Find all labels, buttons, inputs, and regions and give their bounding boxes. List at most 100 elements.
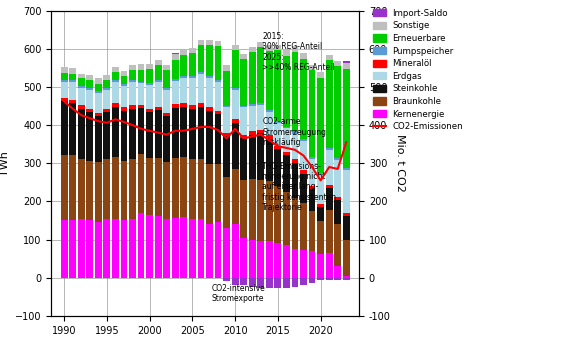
Bar <box>112 219 119 278</box>
Bar <box>283 278 290 288</box>
Bar <box>172 79 178 81</box>
Bar <box>121 160 127 220</box>
Bar <box>292 163 298 198</box>
Bar <box>326 253 333 278</box>
Bar <box>232 278 239 285</box>
Bar <box>70 155 76 220</box>
Bar <box>309 278 316 283</box>
Bar <box>214 164 221 223</box>
Text: THG-Emissions-
minderung nicht
auf einer lang-
fristig konsistenten
Trajektorie: THG-Emissions- minderung nicht auf einer… <box>262 162 336 212</box>
Bar <box>104 112 111 159</box>
Bar <box>78 159 84 219</box>
Bar <box>257 130 264 133</box>
Bar <box>343 278 349 280</box>
Bar <box>266 139 272 181</box>
Bar <box>326 60 333 148</box>
Bar <box>104 109 111 112</box>
Bar <box>249 52 255 104</box>
Bar <box>241 138 247 180</box>
Bar <box>180 50 187 55</box>
Bar <box>137 154 144 213</box>
Bar <box>335 265 341 278</box>
Bar <box>232 90 239 119</box>
Bar <box>189 53 196 76</box>
Bar <box>223 71 230 106</box>
Bar <box>146 112 153 158</box>
Bar <box>326 278 333 280</box>
Bar <box>189 108 196 159</box>
Bar <box>137 81 144 84</box>
Bar <box>70 82 76 100</box>
Bar <box>146 215 153 278</box>
Bar <box>61 82 68 98</box>
Bar <box>317 72 324 78</box>
Bar <box>266 112 272 135</box>
Text: 2015:
30% REG-Anteil
2025:
>>40% REG-Anteil: 2015: 30% REG-Anteil 2025: >>40% REG-Ant… <box>262 32 335 72</box>
Y-axis label: Mio. t CO2: Mio. t CO2 <box>394 134 405 192</box>
Bar <box>266 51 272 110</box>
Legend: Import-Saldo, Sonstige, Erneuerbare, Pumpspeicher, Mineralöl, Erdgas, Steinkohle: Import-Saldo, Sonstige, Erneuerbare, Pum… <box>372 8 464 132</box>
Bar <box>326 188 333 210</box>
Bar <box>146 85 153 108</box>
Bar <box>86 160 93 220</box>
Bar <box>112 103 119 107</box>
Bar <box>214 114 221 164</box>
Bar <box>214 41 221 46</box>
Bar <box>86 109 93 112</box>
Bar <box>275 186 282 243</box>
Bar <box>95 113 101 116</box>
Bar <box>292 52 298 132</box>
Bar <box>137 70 144 81</box>
Bar <box>214 223 221 278</box>
Bar <box>206 111 213 164</box>
Bar <box>249 134 255 179</box>
Bar <box>257 133 264 180</box>
Bar <box>112 107 119 157</box>
Bar <box>164 219 170 278</box>
Bar <box>164 163 170 219</box>
Y-axis label: TWh: TWh <box>0 151 10 176</box>
Bar <box>164 88 170 90</box>
Bar <box>275 50 282 121</box>
Bar <box>275 121 282 123</box>
Bar <box>70 73 76 80</box>
Bar <box>223 66 230 71</box>
Bar <box>223 107 230 133</box>
Bar <box>164 70 170 88</box>
Bar <box>61 67 68 73</box>
Bar <box>283 127 290 128</box>
Bar <box>104 219 111 278</box>
Bar <box>292 278 298 286</box>
Bar <box>172 81 178 105</box>
Bar <box>189 105 196 108</box>
Bar <box>343 63 349 68</box>
Bar <box>300 278 307 285</box>
Bar <box>189 47 196 53</box>
Bar <box>86 88 93 90</box>
Bar <box>70 220 76 278</box>
Bar <box>232 50 239 88</box>
Bar <box>335 200 341 224</box>
Bar <box>309 65 316 71</box>
Bar <box>309 211 316 251</box>
Bar <box>241 180 247 238</box>
Bar <box>112 72 119 80</box>
Bar <box>214 111 221 114</box>
Bar <box>343 61 349 63</box>
Bar <box>241 106 247 107</box>
Bar <box>155 80 162 81</box>
Bar <box>78 108 84 159</box>
Bar <box>223 278 230 281</box>
Bar <box>249 278 255 286</box>
Bar <box>317 207 324 221</box>
Bar <box>241 278 247 285</box>
Bar <box>95 92 101 93</box>
Bar <box>232 45 239 50</box>
Bar <box>198 40 205 45</box>
Bar <box>300 141 307 170</box>
Bar <box>326 150 333 185</box>
Bar <box>206 78 213 107</box>
Bar <box>172 53 178 54</box>
Bar <box>300 173 307 203</box>
Bar <box>292 159 298 163</box>
